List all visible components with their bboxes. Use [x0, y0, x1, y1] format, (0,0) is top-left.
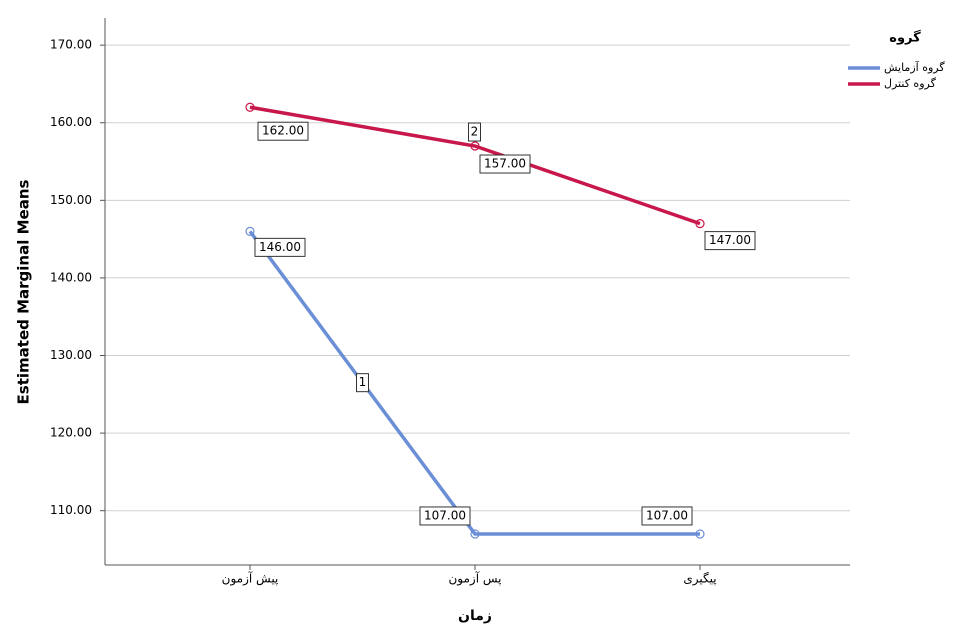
marker [695, 529, 705, 539]
data-label: 146.00 [259, 240, 301, 254]
line-label: 2 [471, 125, 479, 139]
line-label: 1 [359, 375, 367, 389]
label-box [254, 237, 306, 257]
series-line [249, 105, 701, 226]
marker [695, 219, 705, 229]
data-label: 157.00 [484, 157, 526, 171]
label-box [641, 506, 693, 526]
y-tick-label: 130.00 [50, 348, 92, 362]
series-line [248, 230, 700, 536]
data-label: 147.00 [709, 233, 751, 247]
marker [470, 141, 480, 151]
line-label-box [356, 373, 369, 393]
data-label: 162.00 [262, 124, 304, 138]
x-tick-label: پیش آزمون [222, 571, 279, 587]
y-tick-label: 170.00 [50, 38, 92, 52]
marker [470, 529, 480, 539]
label-box [257, 121, 309, 141]
x-tick-label: پیگیری [683, 572, 716, 587]
y-tick-label: 160.00 [50, 115, 92, 129]
legend-label: گروه آزمایش [884, 60, 945, 74]
y-tick-label: 150.00 [50, 193, 92, 207]
data-label: 107.00 [424, 508, 466, 522]
y-axis-title: Estimated Marginal Means [15, 180, 33, 405]
legend-label: گروه کنترل [884, 77, 937, 90]
x-tick-label: پس آزمون [448, 571, 501, 587]
marker [245, 102, 255, 112]
legend-title: گروه [889, 30, 921, 46]
label-box [704, 231, 756, 251]
marker [245, 226, 255, 236]
y-tick-label: 120.00 [50, 426, 92, 440]
line-label-box [468, 122, 481, 142]
y-tick-label: 140.00 [50, 270, 92, 284]
label-box [479, 154, 531, 174]
x-axis-title: زمان [458, 608, 492, 624]
y-tick-label: 110.00 [50, 503, 92, 517]
label-box [419, 506, 471, 526]
data-label: 107.00 [646, 508, 688, 522]
